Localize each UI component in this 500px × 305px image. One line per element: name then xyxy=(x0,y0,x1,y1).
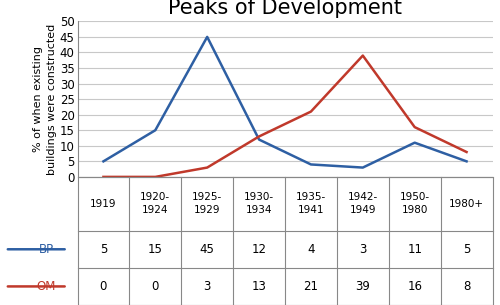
Title: Peaks of Development: Peaks of Development xyxy=(168,0,402,18)
Text: 0: 0 xyxy=(100,280,107,293)
Text: 5: 5 xyxy=(463,243,470,256)
Text: OM: OM xyxy=(36,280,56,293)
Text: 1930-
1934: 1930- 1934 xyxy=(244,192,274,215)
Text: 16: 16 xyxy=(407,280,422,293)
Text: 4: 4 xyxy=(307,243,314,256)
Text: 13: 13 xyxy=(252,280,266,293)
Text: 21: 21 xyxy=(304,280,318,293)
Text: BP: BP xyxy=(38,243,54,256)
Text: 1942-
1949: 1942- 1949 xyxy=(348,192,378,215)
Text: 5: 5 xyxy=(100,243,107,256)
Text: 8: 8 xyxy=(463,280,470,293)
Text: 1920-
1924: 1920- 1924 xyxy=(140,192,170,215)
Text: 1935-
1941: 1935- 1941 xyxy=(296,192,326,215)
Text: 1919: 1919 xyxy=(90,199,117,209)
Text: 1980+: 1980+ xyxy=(449,199,484,209)
Text: 3: 3 xyxy=(204,280,211,293)
Text: 1950-
1980: 1950- 1980 xyxy=(400,192,430,215)
Text: 45: 45 xyxy=(200,243,214,256)
Text: 0: 0 xyxy=(152,280,159,293)
Text: 15: 15 xyxy=(148,243,163,256)
Text: 1925-
1929: 1925- 1929 xyxy=(192,192,222,215)
Text: 11: 11 xyxy=(407,243,422,256)
Bar xyxy=(78,177,492,305)
Text: 3: 3 xyxy=(359,243,366,256)
Text: 12: 12 xyxy=(252,243,266,256)
Text: 39: 39 xyxy=(356,280,370,293)
Y-axis label: % of when existing
buildings were constructed: % of when existing buildings were constr… xyxy=(33,23,57,175)
